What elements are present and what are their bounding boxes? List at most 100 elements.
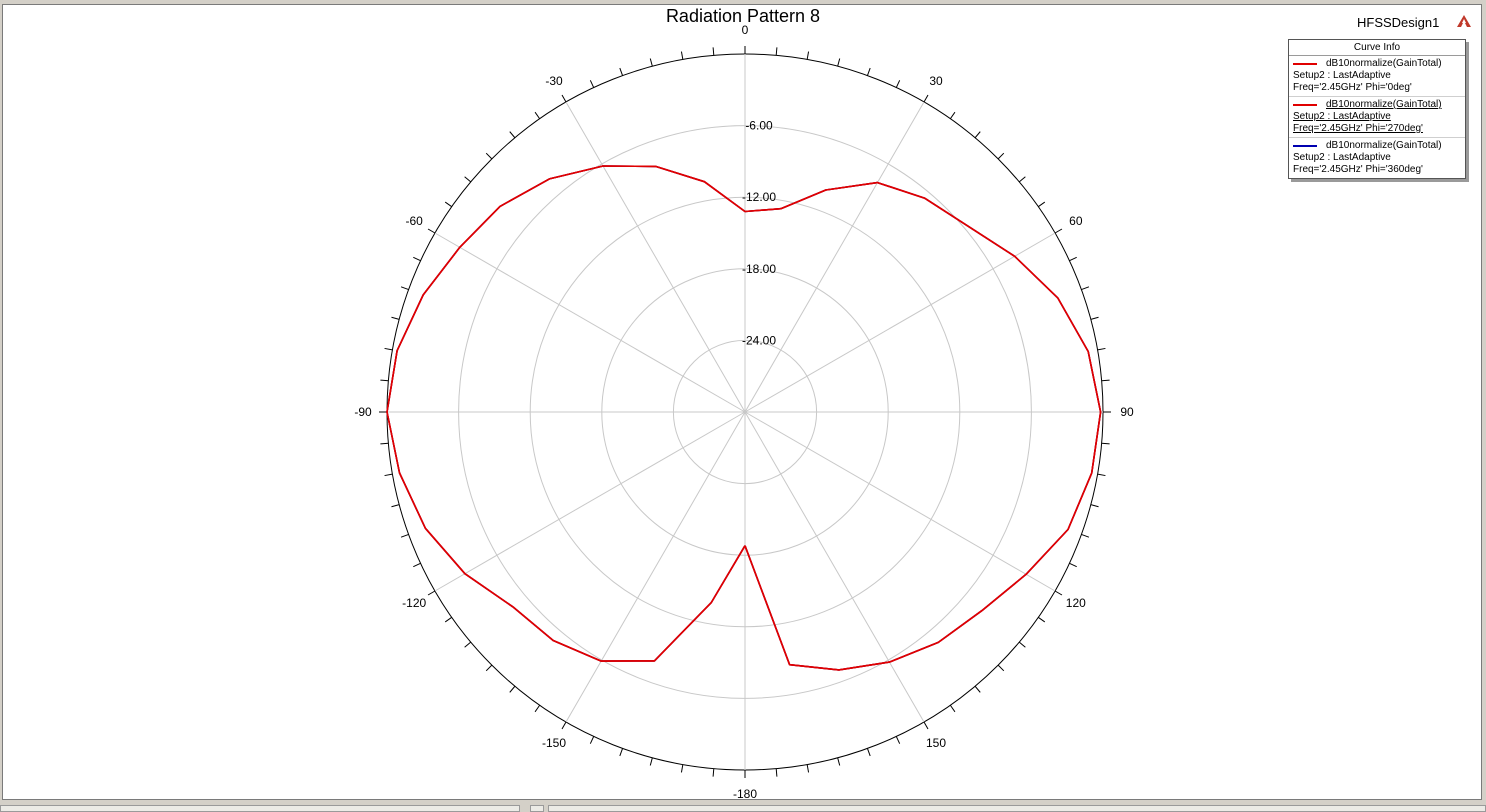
angle-tick: [1054, 228, 1063, 234]
angle-tick: [391, 504, 400, 508]
legend-swatch: [1293, 104, 1317, 106]
angle-tick: [649, 757, 653, 766]
angle-tick: [485, 664, 493, 672]
angle-tick: [485, 152, 493, 160]
angle-tick: [589, 80, 595, 88]
curve-info-legend[interactable]: Curve Info dB10normalize(GainTotal) Setu…: [1288, 39, 1466, 179]
angle-tick: [775, 768, 778, 777]
legend-setup: Setup2 : LastAdaptive: [1293, 70, 1391, 81]
angle-tick: [1037, 616, 1046, 623]
angle-tick: [923, 721, 929, 730]
angle-spoke: [434, 232, 746, 413]
angle-label: -180: [733, 787, 757, 800]
angle-tick: [923, 94, 929, 103]
angle-tick: [400, 286, 409, 291]
angle-tick: [837, 757, 841, 766]
legend-setup: Setup2 : LastAdaptive: [1293, 152, 1391, 163]
angle-label: -60: [406, 214, 424, 228]
angle-tick: [1018, 176, 1026, 183]
angle-tick: [949, 704, 956, 713]
horizontal-scrollbar[interactable]: [0, 805, 520, 812]
angle-tick: [837, 58, 841, 67]
angle-tick: [444, 616, 453, 623]
legend-swatch: [1293, 63, 1317, 65]
angle-label: -90: [354, 405, 372, 419]
angle-tick: [1101, 379, 1110, 382]
angle-spoke: [744, 411, 925, 723]
angle-label: 150: [926, 736, 946, 750]
angle-tick: [1054, 590, 1063, 596]
angle-tick: [509, 131, 516, 139]
angle-tick: [1069, 562, 1077, 568]
angle-tick: [534, 111, 541, 120]
angle-label: 30: [929, 74, 943, 88]
series-layer: [386, 165, 1102, 671]
angle-tick: [1090, 504, 1099, 508]
axis-labels: 0 30 60 90 120 150 -180 -150 -120 -90 -60 -30 -24.00…: [354, 23, 1134, 800]
series-line: [386, 165, 1102, 671]
angle-tick: [712, 47, 715, 56]
angle-tick: [509, 685, 516, 693]
legend-variation: Freq='2.45GHz' Phi='360deg': [1293, 164, 1423, 175]
angle-tick: [534, 704, 541, 713]
angle-tick: [974, 131, 981, 139]
angle-tick: [589, 736, 595, 744]
angle-spoke: [744, 101, 925, 413]
angle-tick: [775, 47, 778, 56]
ansoft-logo-icon: [1457, 15, 1471, 27]
angle-tick: [680, 764, 684, 773]
angle-tick: [561, 94, 567, 103]
angle-tick: [680, 51, 684, 60]
angle-label: 60: [1069, 214, 1083, 228]
angle-tick: [400, 533, 409, 538]
angle-tick: [444, 201, 453, 208]
legend-swatch: [1293, 145, 1317, 147]
angle-tick: [866, 748, 871, 757]
angle-label: -30: [545, 74, 563, 88]
angle-label: 90: [1120, 405, 1134, 419]
angle-spoke: [565, 411, 746, 723]
angle-tick: [1081, 286, 1090, 291]
angle-tick: [619, 748, 624, 757]
legend-entry-phi-360[interactable]: dB10normalize(GainTotal) Setup2 : LastAd…: [1289, 138, 1465, 178]
angle-tick: [866, 67, 871, 76]
angle-tick: [380, 379, 389, 382]
legend-entry-phi-0[interactable]: dB10normalize(GainTotal) Setup2 : LastAd…: [1289, 56, 1465, 97]
angle-tick: [561, 721, 567, 730]
angle-tick: [712, 768, 715, 777]
angle-tick: [464, 641, 472, 648]
legend-expression: dB10normalize(GainTotal): [1326, 99, 1442, 110]
angle-tick: [1090, 316, 1099, 320]
angle-tick: [1097, 473, 1106, 477]
angle-tick: [997, 664, 1005, 672]
angle-tick: [384, 473, 393, 477]
angle-tick: [427, 228, 436, 234]
angle-tick: [895, 80, 901, 88]
angle-spoke: [434, 411, 746, 592]
angle-tick: [806, 764, 810, 773]
angle-tick: [413, 256, 421, 262]
legend-title: Curve Info: [1289, 40, 1465, 56]
angle-label: -120: [402, 596, 426, 610]
radial-tick-label: -12.00: [742, 190, 776, 204]
angle-spoke: [744, 232, 1056, 413]
legend-entry-phi-270[interactable]: dB10normalize(GainTotal) Setup2 : LastAd…: [1289, 97, 1465, 138]
scroll-handle[interactable]: [530, 805, 544, 812]
angle-tick: [413, 562, 421, 568]
bottom-scrollbar-area: [0, 802, 1486, 812]
legend-expression: dB10normalize(GainTotal): [1326, 140, 1442, 151]
angle-tick: [806, 51, 810, 60]
angle-tick: [391, 316, 400, 320]
legend-expression: dB10normalize(GainTotal): [1326, 58, 1442, 69]
polar-chart[interactable]: 0 30 60 90 120 150 -180 -150 -120 -90 -60 -30 -24.00…: [3, 5, 1482, 800]
outer-angle-ticks: [379, 46, 1111, 778]
angle-tick: [997, 152, 1005, 160]
angle-tick: [1101, 442, 1110, 445]
angle-tick: [464, 176, 472, 183]
horizontal-scrollbar-track[interactable]: [548, 805, 1486, 812]
angle-tick: [1018, 641, 1026, 648]
angle-label: -150: [542, 736, 566, 750]
angle-spoke: [744, 411, 1056, 592]
angle-spoke: [565, 101, 746, 413]
chart-title: Radiation Pattern 8: [665, 6, 821, 26]
